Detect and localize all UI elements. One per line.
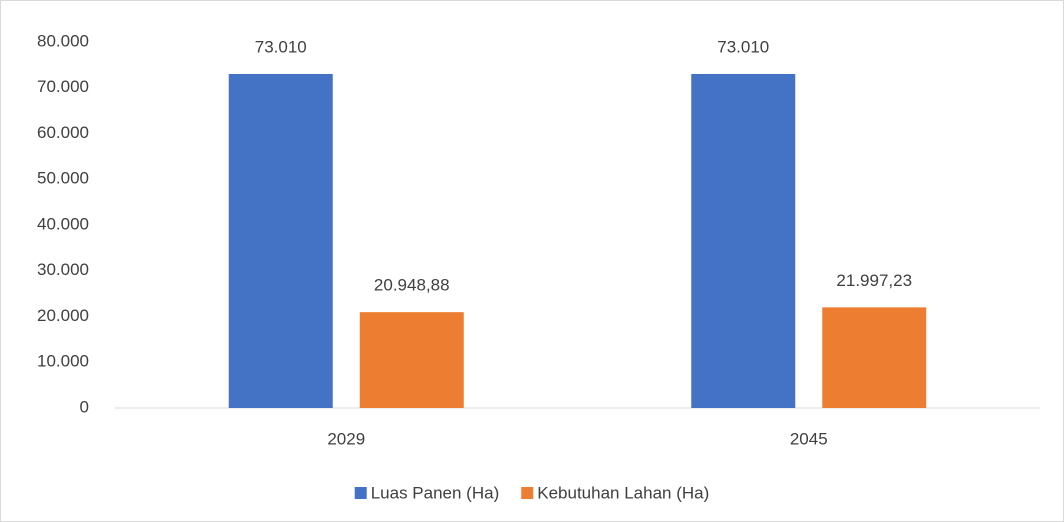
y-tick-label: 60.000 [37,123,89,142]
y-tick-label: 40.000 [37,214,89,233]
x-tick-label: 2029 [327,429,365,448]
x-tick-label: 2045 [790,429,828,448]
legend-label: Luas Panen (Ha) [371,483,500,502]
bar [228,73,333,408]
y-tick-label: 10.000 [37,352,89,371]
legend-swatch [521,487,534,499]
data-label: 20.948,88 [374,276,450,295]
legend-label: Kebutuhan Lahan (Ha) [537,483,709,502]
legend-swatch [354,487,367,499]
bar [691,73,796,408]
y-tick-label: 50.000 [37,169,89,188]
data-label: 73.010 [717,37,769,56]
y-tick-label: 70.000 [37,77,89,96]
bar [822,307,927,408]
data-label: 73.010 [255,37,307,56]
bar [359,312,464,408]
y-tick-label: 30.000 [37,260,89,279]
y-tick-label: 0 [80,397,89,416]
y-tick-label: 80.000 [37,31,89,50]
y-tick-label: 20.000 [37,306,89,325]
data-label: 21.997,23 [836,271,912,290]
